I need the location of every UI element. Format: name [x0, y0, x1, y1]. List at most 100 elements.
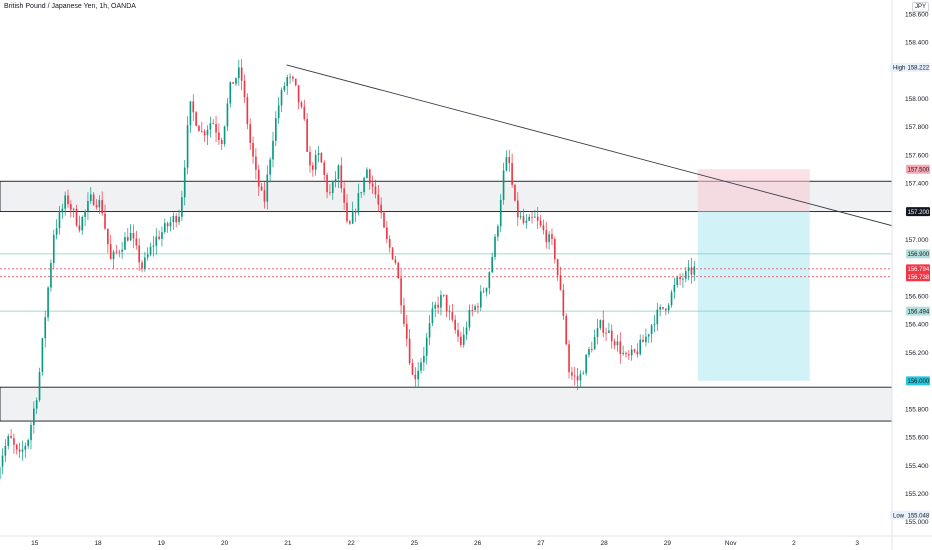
candle-body — [30, 425, 32, 441]
currency-label[interactable]: JPY — [911, 2, 929, 12]
candle-body — [349, 221, 351, 224]
candle — [639, 334, 642, 356]
candle-body — [497, 226, 499, 237]
candle — [377, 184, 380, 213]
candle — [428, 315, 431, 346]
candle — [363, 176, 365, 196]
position-target-area[interactable] — [697, 169, 810, 212]
entry-price-tag-bg — [906, 207, 930, 217]
candle-body — [209, 123, 212, 130]
candle — [551, 228, 553, 246]
candle-body — [323, 162, 326, 175]
candle-body — [482, 291, 485, 293]
candle — [252, 136, 254, 164]
candle-body — [608, 330, 610, 333]
candle-body — [55, 228, 58, 235]
y-tick-label: 155.200 — [905, 491, 929, 498]
candle-body — [72, 208, 75, 210]
candle — [4, 439, 7, 462]
candle — [181, 190, 183, 222]
y-tick-label: 158.600 — [905, 11, 929, 18]
candle — [374, 179, 377, 199]
candle — [468, 304, 471, 331]
candle — [255, 148, 257, 180]
candle — [163, 218, 166, 234]
candle — [289, 73, 291, 84]
candle-body — [89, 194, 92, 202]
candle-body — [306, 119, 308, 152]
x-tick-label: Nov — [725, 540, 737, 547]
candle — [682, 273, 684, 288]
candle — [346, 194, 348, 224]
candle-body — [87, 201, 89, 212]
candle-body — [403, 305, 405, 324]
candle-body — [95, 205, 98, 208]
y-tick-label: 158.400 — [905, 40, 929, 47]
candle — [64, 191, 66, 216]
candle — [292, 75, 294, 82]
candle — [568, 340, 570, 379]
candle-body — [101, 200, 103, 214]
trendline-layer[interactable] — [286, 64, 893, 227]
candle-body — [471, 309, 474, 311]
candle — [571, 366, 573, 380]
lower-demand-zone[interactable] — [0, 386, 893, 422]
candle — [235, 77, 237, 87]
x-tick-label: 27 — [537, 540, 545, 547]
candle — [497, 224, 499, 241]
candle — [625, 351, 627, 358]
candle-body — [195, 112, 197, 126]
candle-body — [542, 225, 545, 231]
candle — [266, 165, 269, 210]
candle-body — [21, 449, 24, 452]
position-stop-area[interactable] — [697, 211, 810, 381]
candle-body — [474, 306, 476, 310]
candle-body — [33, 408, 35, 426]
trendline[interactable] — [286, 64, 893, 227]
candle — [260, 182, 263, 192]
candle — [10, 429, 12, 439]
candle-body — [576, 376, 579, 381]
candle — [474, 304, 476, 313]
long-position-tool[interactable] — [697, 169, 810, 381]
candle-body — [172, 216, 175, 223]
candle-body — [314, 155, 317, 170]
candle — [92, 191, 95, 206]
candle-body — [639, 339, 642, 355]
candle-body — [64, 195, 66, 209]
candle-body — [434, 304, 437, 309]
candle-body — [152, 245, 155, 247]
candle — [314, 149, 317, 176]
candle-body — [653, 324, 656, 326]
candle — [576, 368, 579, 391]
candle-body — [531, 216, 533, 218]
candle — [237, 59, 240, 86]
candle-body — [337, 165, 340, 179]
candle-body — [243, 80, 246, 98]
candle — [676, 275, 679, 288]
candle — [368, 168, 371, 190]
candle-body — [135, 238, 138, 246]
candle-body — [24, 445, 27, 450]
candle-body — [502, 170, 505, 200]
candle — [417, 362, 419, 388]
candle — [226, 97, 229, 132]
candle-body — [280, 90, 283, 106]
candle — [656, 302, 659, 331]
candle-body — [462, 334, 465, 345]
candle-body — [528, 216, 531, 221]
candle-body — [377, 194, 380, 205]
y-tick-label: 157.800 — [905, 124, 929, 131]
candle-body — [158, 236, 160, 240]
candle — [263, 181, 266, 209]
candle — [340, 157, 343, 193]
candle — [75, 204, 78, 227]
candle-body — [283, 86, 286, 91]
candle — [72, 207, 75, 218]
chart-title: British Pound / Japanese Yen, 1h, OANDA — [4, 3, 136, 10]
candle-body — [522, 216, 525, 223]
candle-body — [548, 234, 550, 243]
candle-body — [300, 102, 303, 107]
candle — [294, 78, 297, 87]
